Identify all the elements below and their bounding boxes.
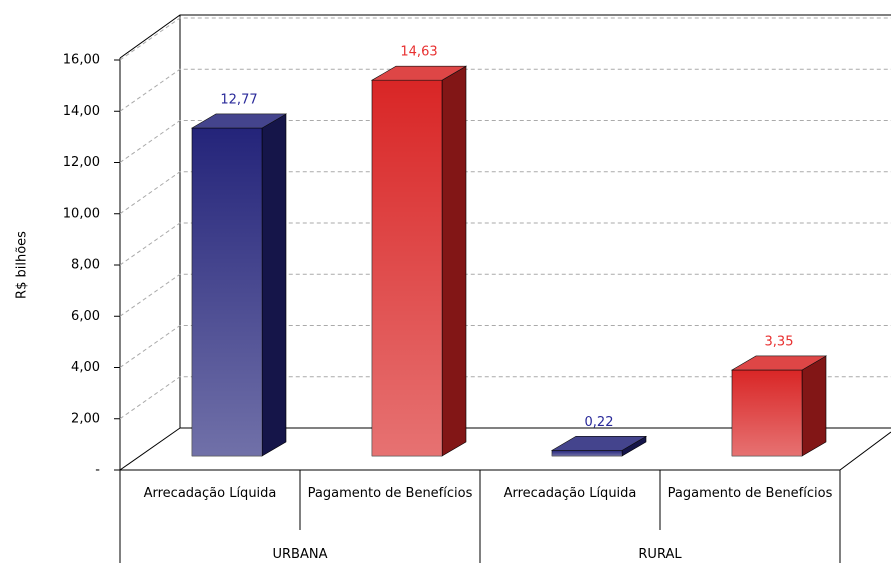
grid-line: [119, 325, 891, 368]
y-tick-label: 4,00: [71, 360, 100, 375]
grid-line: [119, 273, 891, 317]
bar-top-shade: [552, 436, 646, 451]
bar-top-shade: [192, 113, 286, 128]
bar-top: [730, 355, 828, 371]
bar-top-shade: [732, 355, 826, 370]
value-label: 12,77: [220, 92, 257, 107]
grid-line: [119, 376, 891, 420]
bar-top: [550, 436, 648, 451]
y-tick-label: 8,00: [71, 258, 100, 273]
x-tick-label: Pagamento de Benefícios: [307, 486, 473, 501]
grid-line: [119, 120, 891, 163]
value-label: 14,63: [400, 45, 437, 60]
bar-front-shine: [192, 127, 262, 456]
value-label: 3,35: [765, 334, 794, 349]
bar-top: [370, 65, 468, 81]
y-tick-label: 2,00: [71, 411, 100, 426]
y-axis-label: R$ bilhões: [15, 231, 30, 299]
bar: [370, 65, 468, 457]
grid-line: [119, 222, 891, 266]
value-label: 0,22: [585, 415, 614, 430]
y-tick-label: -: [95, 463, 100, 478]
bar-front-shine: [732, 369, 802, 456]
group-label: URBANA: [272, 547, 328, 562]
bar: [730, 355, 828, 457]
group-label: RURAL: [638, 547, 682, 562]
floor-edge: [119, 427, 181, 471]
bar-front-shine: [372, 80, 442, 457]
y-tick-label: 16,00: [63, 53, 100, 68]
bar-front-shine: [552, 450, 622, 456]
bar: [190, 113, 288, 457]
grid-line: [119, 171, 891, 215]
grid-line: [119, 68, 891, 112]
grid-line: [119, 17, 891, 61]
y-tick-label: 10,00: [63, 206, 100, 221]
x-tick-label: Arrecadação Líquida: [143, 486, 277, 501]
bar-top-shade: [372, 66, 466, 81]
y-tick-label: 14,00: [63, 104, 100, 119]
bar: [550, 435, 648, 457]
bar-side-shade: [622, 436, 646, 456]
wall-top: [119, 14, 891, 59]
bar-side-shade: [262, 113, 286, 456]
bar-side-shade: [442, 66, 466, 457]
y-tick-label: 12,00: [63, 155, 100, 170]
y-tick-label: 6,00: [71, 309, 100, 324]
bar-top: [190, 113, 288, 129]
x-tick-label: Arrecadação Líquida: [503, 486, 637, 501]
x-tick-label: Pagamento de Benefícios: [667, 486, 833, 501]
bar-side-shade: [802, 355, 826, 456]
